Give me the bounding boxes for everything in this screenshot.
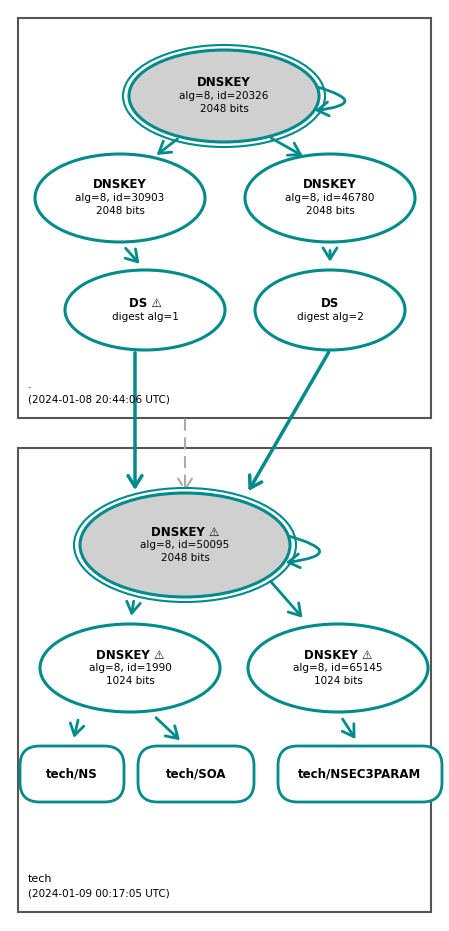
FancyArrowPatch shape — [125, 249, 138, 262]
FancyBboxPatch shape — [278, 746, 442, 802]
FancyArrowPatch shape — [158, 139, 177, 154]
Ellipse shape — [129, 50, 319, 142]
Text: 2048 bits: 2048 bits — [199, 104, 248, 114]
Text: tech/NS: tech/NS — [46, 767, 98, 780]
Text: tech/NSEC3PARAM: tech/NSEC3PARAM — [299, 767, 422, 780]
Text: (2024-01-09 00:17:05 UTC): (2024-01-09 00:17:05 UTC) — [28, 888, 170, 898]
Text: DNSKEY ⚠: DNSKEY ⚠ — [151, 525, 219, 538]
Ellipse shape — [245, 154, 415, 242]
Text: tech: tech — [28, 874, 53, 884]
Text: (2024-01-08 20:44:06 UTC): (2024-01-08 20:44:06 UTC) — [28, 394, 170, 404]
Ellipse shape — [248, 624, 428, 712]
Text: DNSKEY: DNSKEY — [303, 179, 357, 192]
Text: digest alg=1: digest alg=1 — [111, 312, 178, 321]
Text: DNSKEY ⚠: DNSKEY ⚠ — [96, 649, 164, 662]
FancyArrowPatch shape — [271, 138, 300, 155]
Text: DNSKEY: DNSKEY — [197, 76, 251, 89]
Text: DNSKEY: DNSKEY — [93, 179, 147, 192]
Text: alg=8, id=1990: alg=8, id=1990 — [88, 663, 172, 673]
FancyArrowPatch shape — [270, 581, 301, 615]
Text: 1024 bits: 1024 bits — [106, 676, 154, 686]
FancyArrowPatch shape — [323, 248, 337, 259]
FancyArrowPatch shape — [288, 535, 320, 568]
Text: DS ⚠: DS ⚠ — [128, 297, 162, 310]
Ellipse shape — [255, 270, 405, 350]
FancyArrowPatch shape — [250, 353, 329, 488]
FancyArrowPatch shape — [178, 419, 192, 490]
Text: 2048 bits: 2048 bits — [96, 206, 145, 216]
Text: DNSKEY ⚠: DNSKEY ⚠ — [304, 649, 372, 662]
Text: 2048 bits: 2048 bits — [161, 553, 209, 563]
Ellipse shape — [80, 493, 290, 597]
Text: alg=8, id=20326: alg=8, id=20326 — [179, 91, 269, 101]
Text: tech/SOA: tech/SOA — [166, 767, 226, 780]
FancyArrowPatch shape — [70, 720, 84, 735]
FancyBboxPatch shape — [138, 746, 254, 802]
FancyBboxPatch shape — [20, 746, 124, 802]
Text: 2048 bits: 2048 bits — [306, 206, 354, 216]
Text: digest alg=2: digest alg=2 — [296, 312, 363, 321]
Text: 1024 bits: 1024 bits — [313, 676, 362, 686]
FancyArrowPatch shape — [128, 353, 142, 487]
Text: alg=8, id=50095: alg=8, id=50095 — [141, 540, 229, 550]
FancyArrowPatch shape — [156, 718, 178, 738]
FancyArrowPatch shape — [342, 719, 354, 736]
FancyArrowPatch shape — [317, 87, 345, 115]
Text: DS: DS — [321, 297, 339, 310]
FancyArrowPatch shape — [127, 601, 141, 614]
Text: alg=8, id=65145: alg=8, id=65145 — [293, 663, 383, 673]
Ellipse shape — [35, 154, 205, 242]
Ellipse shape — [40, 624, 220, 712]
Ellipse shape — [65, 270, 225, 350]
Text: alg=8, id=46780: alg=8, id=46780 — [285, 193, 374, 203]
FancyBboxPatch shape — [18, 18, 431, 418]
Text: .: . — [28, 380, 31, 390]
FancyBboxPatch shape — [18, 448, 431, 912]
Text: alg=8, id=30903: alg=8, id=30903 — [75, 193, 165, 203]
